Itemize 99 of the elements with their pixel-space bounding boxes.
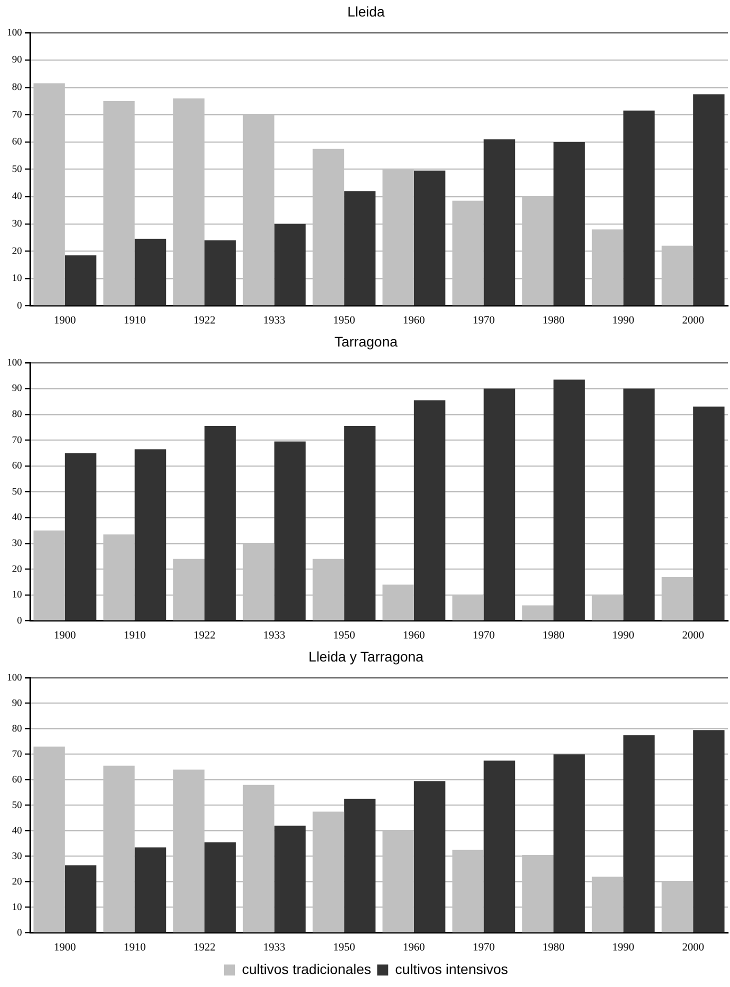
x-tick-label: 1980: [542, 941, 565, 954]
bar: [274, 826, 306, 932]
y-tick-label: 0: [17, 615, 22, 626]
bar: [344, 191, 376, 306]
bar: [134, 847, 166, 932]
x-tick-label: 1970: [472, 314, 496, 326]
bar: [554, 754, 585, 932]
x-tick-label: 2000: [682, 314, 705, 326]
y-tick-label: 30: [12, 850, 22, 862]
x-tick-label: 1960: [402, 629, 426, 642]
x-tick-label: 1910: [124, 314, 146, 326]
y-tick-label: 20: [12, 876, 22, 888]
y-tick-label: 70: [12, 748, 22, 760]
y-tick-label: 50: [12, 486, 22, 498]
x-tick-label: 1933: [263, 314, 286, 326]
y-tick-label: 40: [12, 825, 22, 836]
y-tick-label: 10: [12, 902, 22, 913]
bar: [623, 388, 655, 620]
x-tick-label: 2000: [682, 941, 705, 954]
y-tick-label: 90: [12, 698, 22, 709]
x-tick-label: 1960: [402, 314, 426, 326]
bar: [693, 730, 725, 932]
x-tick-label: 1980: [542, 314, 565, 326]
bar: [344, 426, 376, 620]
bar: [64, 453, 96, 620]
bar: [414, 781, 446, 932]
bar: [554, 380, 585, 620]
y-tick-label: 100: [7, 357, 22, 368]
y-tick-label: 30: [12, 218, 22, 230]
x-tick-label: 1970: [472, 629, 496, 642]
x-tick-label: 1922: [194, 941, 216, 954]
x-tick-label: 1922: [194, 314, 216, 326]
y-tick-label: 80: [12, 409, 22, 420]
bar: [64, 255, 96, 306]
bar: [484, 388, 516, 620]
x-tick-label: 1990: [612, 314, 635, 326]
y-tick-label: 20: [12, 564, 22, 575]
y-tick-label: 90: [12, 383, 22, 394]
chart-title: Lleida y Tarragona: [308, 648, 424, 664]
x-tick-label: 1900: [54, 941, 76, 954]
y-tick-label: 20: [12, 246, 22, 257]
y-tick-label: 60: [12, 136, 22, 148]
y-tick-label: 0: [17, 927, 22, 938]
y-tick-label: 40: [12, 191, 22, 202]
y-tick-label: 10: [12, 273, 22, 284]
x-tick-label: 1990: [612, 629, 635, 642]
bar: [693, 94, 725, 306]
y-tick-label: 10: [12, 590, 22, 601]
y-tick-label: 70: [12, 434, 22, 446]
chart-title: Tarragona: [334, 333, 398, 350]
bar: [522, 605, 554, 620]
x-tick-label: 1990: [612, 941, 635, 954]
bar: [134, 238, 166, 306]
bar: [204, 842, 236, 932]
y-tick-label: 60: [12, 460, 22, 472]
y-tick-label: 100: [7, 27, 22, 38]
x-tick-label: 1960: [402, 941, 426, 954]
bar: [274, 441, 306, 620]
bar: [414, 400, 446, 620]
legend-label: cultivos intensivos: [395, 960, 508, 977]
bar: [554, 142, 585, 306]
y-tick-label: 80: [12, 82, 22, 94]
y-tick-label: 0: [17, 300, 22, 312]
x-tick-label: 2000: [682, 629, 705, 642]
chart-title: Lleida: [347, 3, 385, 20]
bar: [274, 224, 306, 306]
x-tick-label: 1933: [263, 941, 286, 954]
y-tick-label: 50: [12, 164, 22, 175]
bar: [414, 170, 446, 306]
x-tick-label: 1950: [333, 314, 356, 326]
x-tick-label: 1933: [263, 629, 286, 642]
x-tick-label: 1980: [542, 629, 565, 642]
bar: [134, 449, 166, 620]
x-tick-label: 1900: [54, 314, 76, 326]
x-tick-label: 1910: [124, 941, 146, 954]
bar: [623, 110, 655, 306]
y-tick-label: 70: [12, 109, 22, 120]
x-tick-label: 1950: [333, 941, 356, 954]
bar: [344, 798, 376, 932]
x-tick-label: 1970: [472, 941, 496, 954]
bar: [484, 760, 516, 932]
bar: [484, 139, 516, 306]
y-tick-label: 30: [12, 538, 22, 550]
bar: [623, 735, 655, 932]
x-tick-label: 1900: [54, 629, 76, 642]
bar: [204, 240, 236, 306]
y-tick-label: 80: [12, 723, 22, 734]
bar: [204, 426, 236, 620]
y-tick-label: 100: [7, 672, 22, 684]
bar: [64, 865, 96, 932]
bar: [693, 406, 725, 620]
x-tick-label: 1910: [124, 629, 146, 642]
y-tick-label: 90: [12, 54, 22, 66]
legend-label: cultivos tradicionales: [242, 960, 372, 977]
y-tick-label: 50: [12, 800, 22, 811]
x-tick-label: 1922: [194, 629, 216, 642]
y-tick-label: 60: [12, 774, 22, 786]
x-tick-label: 1950: [333, 629, 356, 642]
y-tick-label: 40: [12, 512, 22, 524]
